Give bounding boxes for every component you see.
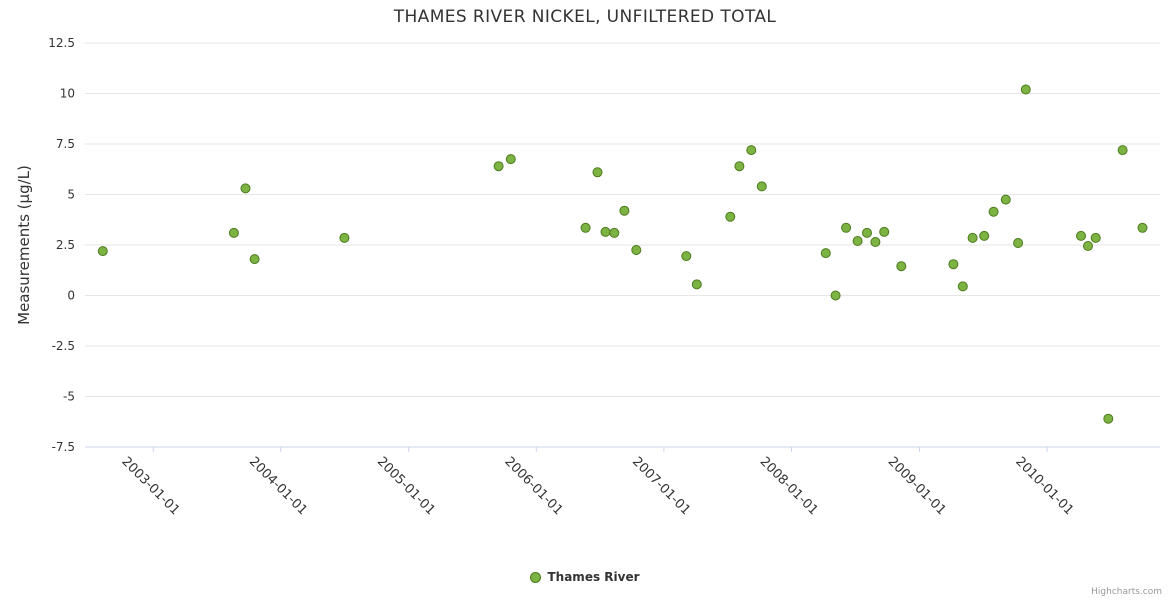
data-point[interactable] (1117, 145, 1128, 156)
data-point[interactable] (97, 246, 108, 257)
legend-marker-icon (530, 571, 542, 583)
highcharts-credit[interactable]: Highcharts.com (1091, 587, 1162, 597)
y-tick-label: 0 (67, 289, 75, 303)
data-point[interactable] (609, 227, 620, 238)
x-tick-label: 2010-01-01 (1012, 454, 1076, 518)
data-point[interactable] (580, 222, 591, 233)
data-point[interactable] (841, 222, 852, 233)
y-tick-label: 7.5 (56, 137, 75, 151)
data-point[interactable] (339, 232, 350, 243)
legend-item-thames-river[interactable]: Thames River (0, 570, 1170, 584)
data-point[interactable] (240, 183, 251, 194)
data-point[interactable] (756, 181, 767, 192)
data-point[interactable] (896, 261, 907, 272)
data-point[interactable] (879, 226, 890, 237)
x-tick-label: 2006-01-01 (501, 454, 565, 518)
data-point[interactable] (1090, 232, 1101, 243)
y-tick-label: -2.5 (52, 339, 75, 353)
data-point[interactable] (830, 290, 841, 301)
data-point[interactable] (967, 232, 978, 243)
data-point[interactable] (957, 281, 968, 292)
data-point[interactable] (592, 167, 603, 178)
y-tick-label: 12.5 (48, 36, 75, 50)
x-tick-label: 2003-01-01 (118, 454, 182, 518)
data-point[interactable] (948, 259, 959, 270)
data-point[interactable] (862, 227, 872, 238)
y-tick-label: -5 (63, 390, 75, 404)
data-point[interactable] (681, 251, 692, 262)
data-point[interactable] (1137, 222, 1148, 233)
data-point[interactable] (1020, 84, 1031, 95)
legend-label: Thames River (547, 570, 640, 584)
x-tick-label: 2005-01-01 (374, 454, 438, 518)
x-tick-label: 2004-01-01 (246, 454, 310, 518)
x-tick-label: 2008-01-01 (757, 454, 821, 518)
data-point[interactable] (691, 279, 702, 290)
data-point[interactable] (249, 254, 260, 265)
data-point[interactable] (505, 154, 516, 165)
data-point[interactable] (228, 227, 239, 238)
data-point[interactable] (600, 226, 611, 237)
data-point[interactable] (988, 206, 999, 217)
data-point[interactable] (852, 236, 863, 246)
data-point[interactable] (979, 230, 990, 241)
data-point[interactable] (734, 161, 745, 172)
data-point[interactable] (1076, 230, 1086, 241)
data-point[interactable] (725, 211, 736, 222)
y-tick-label: 2.5 (56, 238, 75, 252)
y-tick-label: 5 (67, 188, 75, 202)
data-point[interactable] (631, 245, 642, 255)
data-point[interactable] (1083, 241, 1093, 251)
data-point[interactable] (870, 237, 881, 247)
data-point[interactable] (746, 145, 757, 156)
x-tick-label: 2009-01-01 (885, 454, 949, 518)
chart-title: THAMES RIVER NICKEL, UNFILTERED TOTAL (393, 7, 777, 27)
data-point[interactable] (1013, 238, 1024, 248)
data-point[interactable] (1000, 194, 1011, 205)
y-axis-title: Measurements (µg/L) (15, 165, 33, 325)
data-point[interactable] (820, 248, 831, 259)
data-point[interactable] (1103, 413, 1114, 424)
y-tick-label: 10 (60, 87, 75, 101)
data-point[interactable] (493, 161, 504, 172)
x-tick-label: 2007-01-01 (629, 454, 693, 518)
data-point[interactable] (619, 205, 630, 216)
y-tick-label: -7.5 (52, 440, 75, 454)
